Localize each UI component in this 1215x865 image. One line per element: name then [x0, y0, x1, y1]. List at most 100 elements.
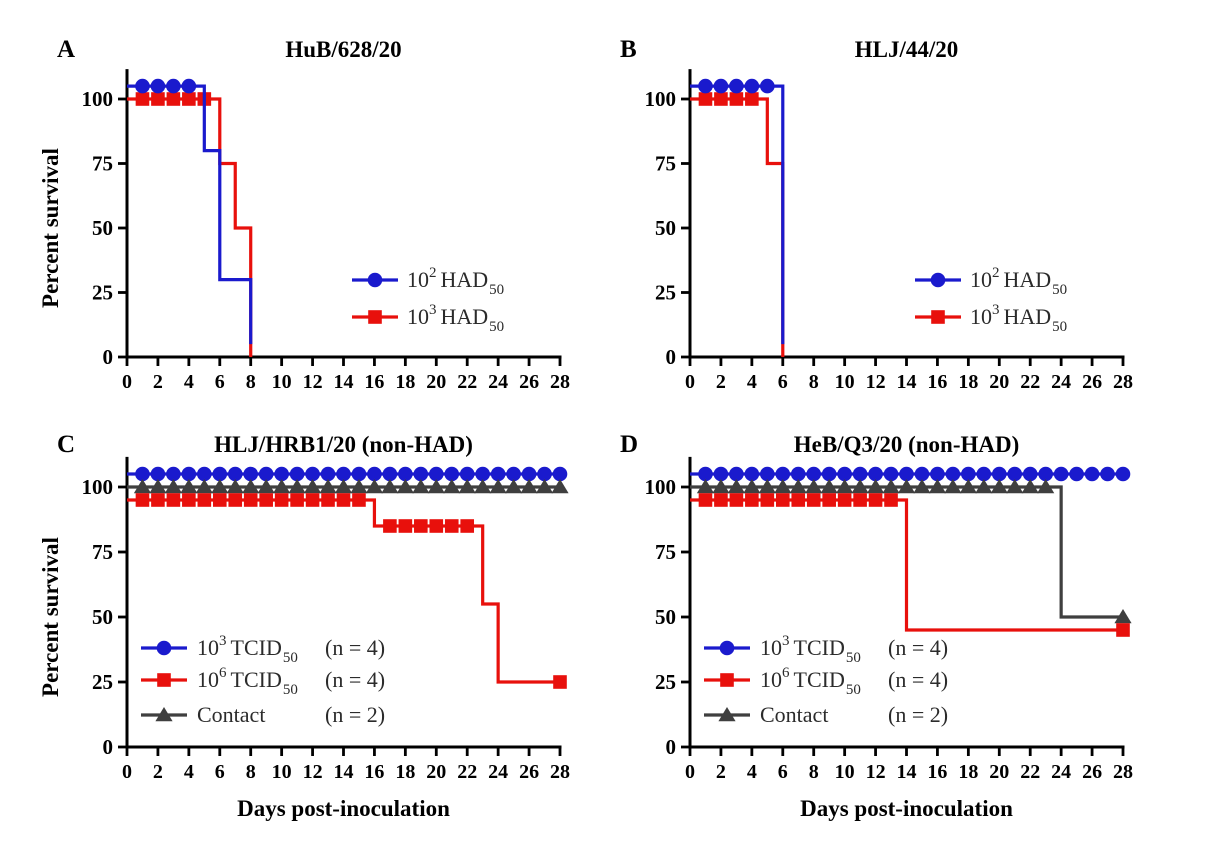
y-axis: 0 25 50 75 100 [645, 87, 690, 369]
triangle-marker [836, 479, 854, 494]
triangle-marker [350, 479, 368, 494]
x-tick-label: 26 [1082, 761, 1102, 783]
circle-marker [413, 466, 429, 482]
legend-square-marker [157, 673, 171, 687]
triangle-marker [805, 479, 823, 494]
panel-letter-A: A [57, 36, 75, 63]
y-tick-label: 50 [92, 216, 113, 240]
triangle-marker [535, 479, 554, 494]
x-tick-label: 10 [835, 761, 855, 783]
legend-label: 102 HAD50 [970, 265, 1067, 298]
triangle-marker [396, 479, 414, 494]
series-blue [127, 466, 568, 482]
x-tick-label: 10 [272, 371, 292, 393]
x-tick-label: 2 [716, 371, 726, 393]
square-marker [135, 92, 150, 106]
circle-marker [1007, 466, 1023, 482]
legend-label: 103 TCID50 [197, 633, 298, 666]
panel-letter-B: B [620, 36, 637, 63]
square-marker [212, 493, 227, 507]
legend-item: 103 HAD50 [915, 302, 1067, 335]
x-tick-label: 12 [866, 371, 886, 393]
series-markers [135, 92, 212, 106]
circle-marker [351, 466, 367, 482]
legend-circle-marker [156, 640, 172, 656]
x-tick-label: 20 [426, 761, 446, 783]
circle-marker [398, 466, 413, 482]
circle-marker [883, 466, 899, 482]
circle-marker [930, 466, 945, 482]
square-marker [837, 493, 852, 507]
circle-marker [899, 466, 914, 482]
x-tick-label: 4 [747, 761, 757, 783]
y-tick-label: 25 [92, 670, 113, 694]
legend-square-marker [931, 310, 945, 324]
panel-title-A: HuB/628/20 [285, 37, 401, 62]
circle-marker [428, 466, 444, 482]
x-tick-label: 10 [835, 371, 855, 393]
circle-marker [382, 466, 398, 482]
triangle-marker [743, 479, 761, 494]
circle-marker [698, 466, 713, 482]
legend-item: Contact (n = 2) [704, 702, 948, 727]
circle-marker [320, 466, 336, 482]
x-tick-label: 2 [716, 761, 726, 783]
y-tick-label: 100 [82, 475, 114, 499]
triangle-marker [288, 479, 306, 494]
x-tick-label: 0 [122, 371, 132, 393]
square-marker [259, 493, 273, 507]
square-marker [135, 493, 150, 507]
square-marker [1116, 623, 1130, 637]
series-markers [698, 493, 1130, 637]
x-tick-label: 16 [364, 371, 384, 393]
circle-marker [1053, 466, 1069, 482]
y-axis-title: Percent survival [38, 148, 63, 308]
square-marker [429, 519, 444, 533]
triangle-marker [944, 479, 962, 494]
x-tick-label: 16 [364, 761, 384, 783]
y-axis: 0 25 50 75 100 [82, 87, 127, 369]
series-gray [127, 479, 569, 494]
x-tick-label: 10 [272, 761, 292, 783]
legend-item: 106 TCID50 (n = 4) [704, 665, 948, 698]
series-markers [698, 92, 759, 106]
series-red [690, 493, 1130, 637]
circle-marker [197, 466, 212, 482]
triangle-marker [257, 479, 275, 494]
x-tick-label: 14 [897, 761, 917, 783]
triangle-marker [1114, 609, 1132, 624]
legend-square-marker [368, 310, 382, 324]
legend-count: (n = 4) [325, 667, 385, 692]
panel-A: A HuB/628/200 2 4 6 8 10 12 14 16 18 20 22 24 26 280255… [38, 36, 570, 393]
x-tick-label: 12 [303, 761, 323, 783]
x-tick-label: 28 [550, 761, 570, 783]
triangle-marker [789, 479, 807, 494]
panel-C: C HLJ/HRB1/20 (non-HAD)0 2 4 6 8 10 12 14 16 18 20 2… [38, 431, 570, 821]
square-marker [151, 493, 165, 507]
series-markers [696, 479, 1132, 624]
y-tick-label: 100 [645, 475, 677, 499]
series-markers [135, 78, 197, 94]
x-tick-label: 12 [866, 761, 886, 783]
panel-title-B: HLJ/44/20 [855, 37, 959, 62]
circle-marker [976, 466, 992, 482]
x-tick-label: 4 [184, 371, 194, 393]
panel-B: B HLJ/44/200 2 4 6 8 10 12 14 16 18 20 22 24 26 2802550… [620, 36, 1133, 393]
square-marker [729, 92, 744, 106]
x-tick-label: 14 [897, 371, 917, 393]
circle-marker [181, 78, 197, 94]
triangle-marker [303, 479, 322, 494]
circle-marker [459, 466, 475, 482]
legend-item: 106 TCID50 (n = 4) [141, 665, 385, 698]
x-tick-label: 4 [184, 761, 194, 783]
legend-item: 103 HAD50 [352, 302, 504, 335]
triangle-marker [975, 479, 993, 494]
triangle-marker [712, 479, 730, 494]
triangle-marker [365, 479, 384, 494]
x-tick-label: 16 [927, 371, 947, 393]
x-tick-label: 24 [1051, 371, 1071, 393]
circle-marker [1069, 466, 1084, 482]
square-marker [182, 92, 196, 106]
triangle-marker [211, 479, 229, 494]
